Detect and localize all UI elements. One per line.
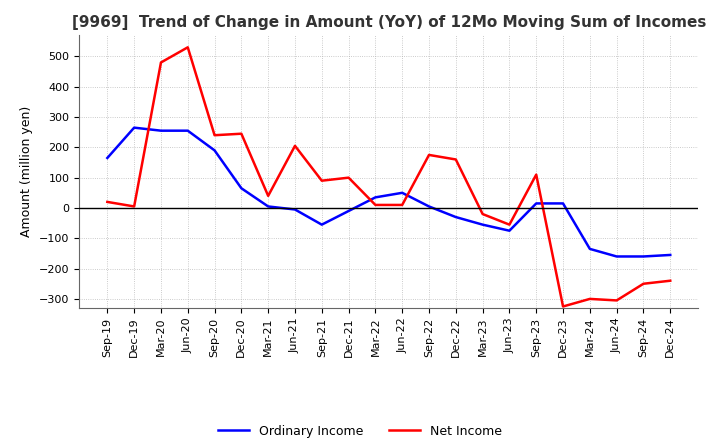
Ordinary Income [184, 128, 192, 133]
Ordinary Income [639, 254, 648, 259]
Ordinary Income [157, 128, 166, 133]
Net Income [291, 143, 300, 148]
Net Income [559, 304, 567, 309]
Ordinary Income [130, 125, 138, 130]
Net Income [237, 131, 246, 136]
Ordinary Income [451, 214, 460, 220]
Ordinary Income [210, 148, 219, 153]
Y-axis label: Amount (million yen): Amount (million yen) [20, 106, 33, 237]
Ordinary Income [666, 252, 675, 257]
Ordinary Income [425, 204, 433, 209]
Ordinary Income [585, 246, 594, 252]
Ordinary Income [398, 190, 407, 195]
Net Income [371, 202, 379, 208]
Ordinary Income [237, 186, 246, 191]
Line: Ordinary Income: Ordinary Income [107, 128, 670, 257]
Ordinary Income [559, 201, 567, 206]
Net Income [344, 175, 353, 180]
Ordinary Income [318, 222, 326, 227]
Net Income [639, 281, 648, 286]
Net Income [666, 278, 675, 283]
Ordinary Income [344, 209, 353, 214]
Net Income [103, 199, 112, 205]
Net Income [184, 45, 192, 50]
Net Income [318, 178, 326, 183]
Ordinary Income [612, 254, 621, 259]
Net Income [585, 296, 594, 301]
Ordinary Income [264, 204, 272, 209]
Ordinary Income [532, 201, 541, 206]
Net Income [478, 211, 487, 216]
Ordinary Income [291, 207, 300, 212]
Legend: Ordinary Income, Net Income: Ordinary Income, Net Income [213, 420, 507, 440]
Line: Net Income: Net Income [107, 48, 670, 307]
Net Income [451, 157, 460, 162]
Ordinary Income [103, 155, 112, 161]
Net Income [425, 152, 433, 158]
Title: [9969]  Trend of Change in Amount (YoY) of 12Mo Moving Sum of Incomes: [9969] Trend of Change in Amount (YoY) o… [71, 15, 706, 30]
Net Income [612, 298, 621, 303]
Net Income [398, 202, 407, 208]
Net Income [532, 172, 541, 177]
Ordinary Income [505, 228, 514, 233]
Net Income [210, 132, 219, 138]
Net Income [130, 204, 138, 209]
Net Income [505, 222, 514, 227]
Ordinary Income [371, 195, 379, 200]
Net Income [264, 193, 272, 198]
Net Income [157, 60, 166, 65]
Ordinary Income [478, 222, 487, 227]
